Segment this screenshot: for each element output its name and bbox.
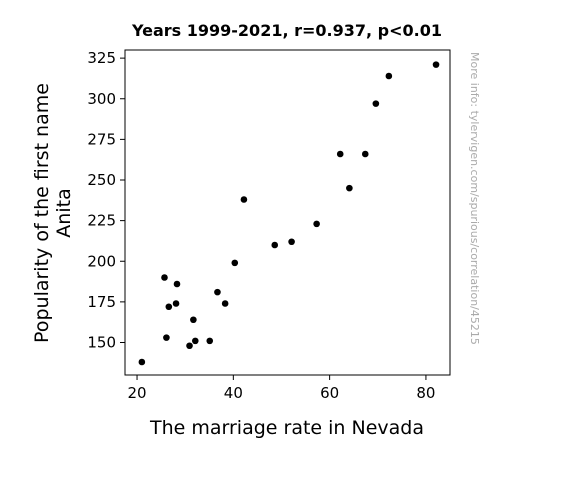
- data-point: [138, 358, 146, 366]
- y-axis-title-line-2: Anita: [53, 188, 75, 237]
- watermark-text: More info: tylervigen.com/spurious/corre…: [468, 52, 481, 345]
- data-point: [214, 288, 221, 296]
- data-point: [221, 300, 229, 307]
- data-point: [372, 100, 380, 107]
- data-point: [346, 184, 353, 192]
- data-point: [190, 316, 197, 324]
- y-tick-label: 150: [87, 334, 116, 352]
- y-tick-label: 175: [87, 293, 116, 311]
- data-point: [385, 72, 393, 80]
- data-point: [432, 61, 440, 68]
- axis-ticks: 20 40 60 80 150 175 200 225 250 275 300 325: [87, 49, 435, 402]
- y-tick-label: 225: [87, 212, 116, 230]
- y-tick-label: 250: [87, 171, 116, 189]
- x-tick-label: 80: [416, 384, 435, 402]
- data-point: [173, 280, 181, 288]
- x-tick-label: 40: [224, 384, 243, 402]
- data-point: [240, 196, 248, 203]
- data-point: [165, 303, 173, 311]
- data-point: [336, 150, 344, 158]
- data-point: [361, 150, 369, 158]
- x-axis-title: The marriage rate in Nevada: [149, 417, 424, 439]
- data-point: [163, 334, 170, 341]
- data-point: [313, 220, 320, 228]
- data-point: [186, 342, 193, 350]
- data-points: [138, 61, 440, 366]
- data-point: [288, 238, 295, 246]
- y-tick-label: 300: [87, 90, 116, 108]
- data-point: [172, 300, 180, 307]
- x-tick-label: 20: [127, 384, 146, 402]
- data-point: [231, 259, 239, 267]
- x-tick-label: 60: [320, 384, 339, 402]
- data-point: [191, 337, 199, 345]
- data-point: [271, 241, 279, 249]
- y-tick-label: 200: [87, 252, 116, 270]
- chart-title: Years 1999-2021, r=0.937, p<0.01: [131, 21, 442, 40]
- plot-area-frame: [124, 49, 451, 376]
- data-point: [206, 337, 214, 345]
- data-point: [161, 274, 168, 281]
- y-tick-label: 275: [87, 130, 116, 148]
- y-tick-label: 325: [87, 49, 116, 67]
- y-axis-title: Popularity of the first name Anita: [31, 83, 75, 343]
- y-axis-title-line-1: Popularity of the first name: [31, 83, 53, 343]
